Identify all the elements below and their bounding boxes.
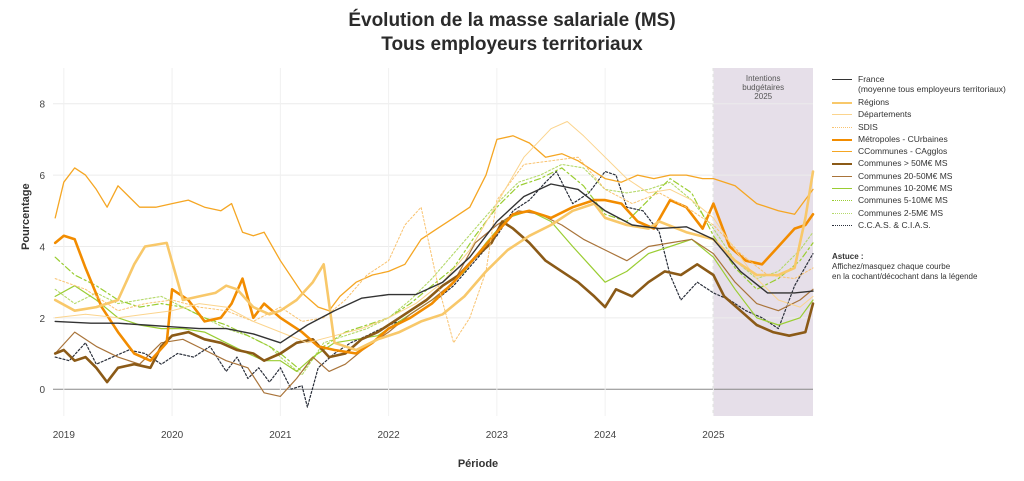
legend-label: Métropoles - CUrbaines — [858, 134, 948, 144]
legend-swatch — [832, 151, 852, 153]
chart-subtitle: Tous employeurs territoriaux — [381, 34, 643, 55]
y-tick-label: 8 — [39, 100, 45, 111]
x-tick-label: 2025 — [702, 430, 725, 441]
legend-item-8[interactable]: Communes 10-20M€ MS — [832, 183, 1022, 195]
legend-label: Communes 10-20M€ MS — [858, 183, 952, 193]
legend-swatch — [832, 79, 852, 80]
legend-label: Communes 20-50M€ MS — [858, 171, 952, 181]
legend-label: Communes > 50M€ MS — [858, 158, 948, 168]
legend-label: C.C.A.S. & C.I.A.S. — [858, 220, 931, 230]
legend-swatch — [832, 224, 852, 226]
legend-label-name: Communes > 50M€ MS — [858, 158, 948, 169]
legend-label-name: Métropoles - CUrbaines — [858, 133, 948, 144]
legend-item-0[interactable]: France (moyenne tous employeurs territori… — [832, 74, 1022, 97]
x-tick-label: 2020 — [161, 430, 184, 441]
y-tick-label: 0 — [39, 385, 45, 396]
forecast-label-0: Intentions — [746, 74, 781, 83]
legend-label: SDIS — [858, 122, 878, 132]
legend-swatch — [832, 163, 852, 166]
legend-label-name: Communes 2-5M€ MS — [858, 207, 944, 218]
x-tick-label: 2022 — [377, 430, 400, 441]
legend-swatch — [832, 138, 852, 141]
legend-item-7[interactable]: Communes 20-50M€ MS — [832, 171, 1022, 183]
legend-label-name: France — [858, 74, 885, 84]
y-tick-label: 4 — [39, 242, 45, 253]
legend-item-2[interactable]: Départements — [832, 109, 1022, 121]
legend-item-4[interactable]: Métropoles - CUrbaines — [832, 134, 1022, 146]
legend-label-name: CCommunes - CAgglos — [858, 146, 948, 157]
legend-swatch — [832, 175, 852, 177]
x-tick-label: 2021 — [269, 430, 292, 441]
legend-label: France (moyenne tous employeurs territori… — [858, 74, 1006, 94]
x-tick-label: 2024 — [594, 430, 617, 441]
series-line-0 — [54, 183, 814, 344]
legend-label-subname: (moyenne tous employeurs territoriaux) — [858, 84, 1006, 94]
legend-label-name: Communes 20-50M€ MS — [858, 170, 953, 181]
hint-line-1: Affichez/masquez chaque courbe — [832, 262, 951, 271]
series-line-3 — [54, 156, 814, 344]
legend-label-name: C.C.A.S. & C.I.A.S. — [858, 219, 931, 230]
y-axis-label: Pourcentage — [20, 183, 32, 250]
y-tick-label: 6 — [39, 171, 45, 182]
legend-label-name: SDIS — [858, 121, 878, 132]
legend-item-11[interactable]: C.C.A.S. & C.I.A.S. — [832, 220, 1022, 232]
series-line-7 — [54, 210, 814, 397]
legend-swatch — [832, 200, 852, 202]
x-tick-label: 2023 — [486, 430, 509, 441]
legend-label-name: Communes 10-20M€ MS — [858, 183, 953, 194]
hint-line-2: en la cochant/décochant dans la légende — [832, 272, 978, 281]
series-line-1 — [53, 170, 815, 352]
series-line-2 — [54, 121, 814, 344]
legend-swatch — [832, 126, 852, 128]
x-tick-label: 2019 — [53, 430, 76, 441]
legend-label-name: Départements — [858, 109, 912, 120]
series-line-9 — [54, 167, 814, 372]
series-line-10 — [54, 163, 814, 376]
legend-label-name: Régions — [858, 97, 890, 107]
chart-title: Évolution de la masse salariale (MS) — [348, 10, 676, 31]
y-tick-label: 2 — [39, 314, 45, 325]
legend-item-1[interactable]: Régions — [832, 97, 1022, 109]
legend-swatch — [832, 114, 852, 116]
legend-item-5[interactable]: CCommunes - CAgglos — [832, 146, 1022, 158]
legend-swatch — [832, 212, 852, 214]
legend-label: Communes 2-5M€ MS — [858, 208, 943, 218]
legend-hint: Astuce : Affichez/masquez chaque courbe … — [832, 252, 977, 282]
legend-label: Communes 5-10M€ MS — [858, 195, 948, 205]
forecast-label-1: budgétaires — [742, 83, 784, 92]
legend-label: Départements — [858, 109, 911, 119]
legend-swatch — [832, 188, 852, 190]
forecast-label-2: 2025 — [754, 92, 772, 101]
legend-item-3[interactable]: SDIS — [832, 122, 1022, 134]
legend-label-name: Communes 5-10M€ MS — [858, 195, 948, 206]
legend-item-6[interactable]: Communes > 50M€ MS — [832, 158, 1022, 170]
legend: France (moyenne tous employeurs territori… — [832, 74, 1022, 232]
hint-title: Astuce : — [832, 252, 864, 261]
legend-swatch — [832, 102, 852, 104]
legend-item-9[interactable]: Communes 5-10M€ MS — [832, 195, 1022, 207]
legend-item-10[interactable]: Communes 2-5M€ MS — [832, 208, 1022, 220]
x-axis-label: Période — [457, 458, 499, 470]
legend-label: Régions — [858, 97, 889, 107]
series-line-5 — [54, 135, 814, 312]
legend-label: CCommunes - CAgglos — [858, 146, 947, 156]
series-line-4 — [53, 198, 815, 362]
